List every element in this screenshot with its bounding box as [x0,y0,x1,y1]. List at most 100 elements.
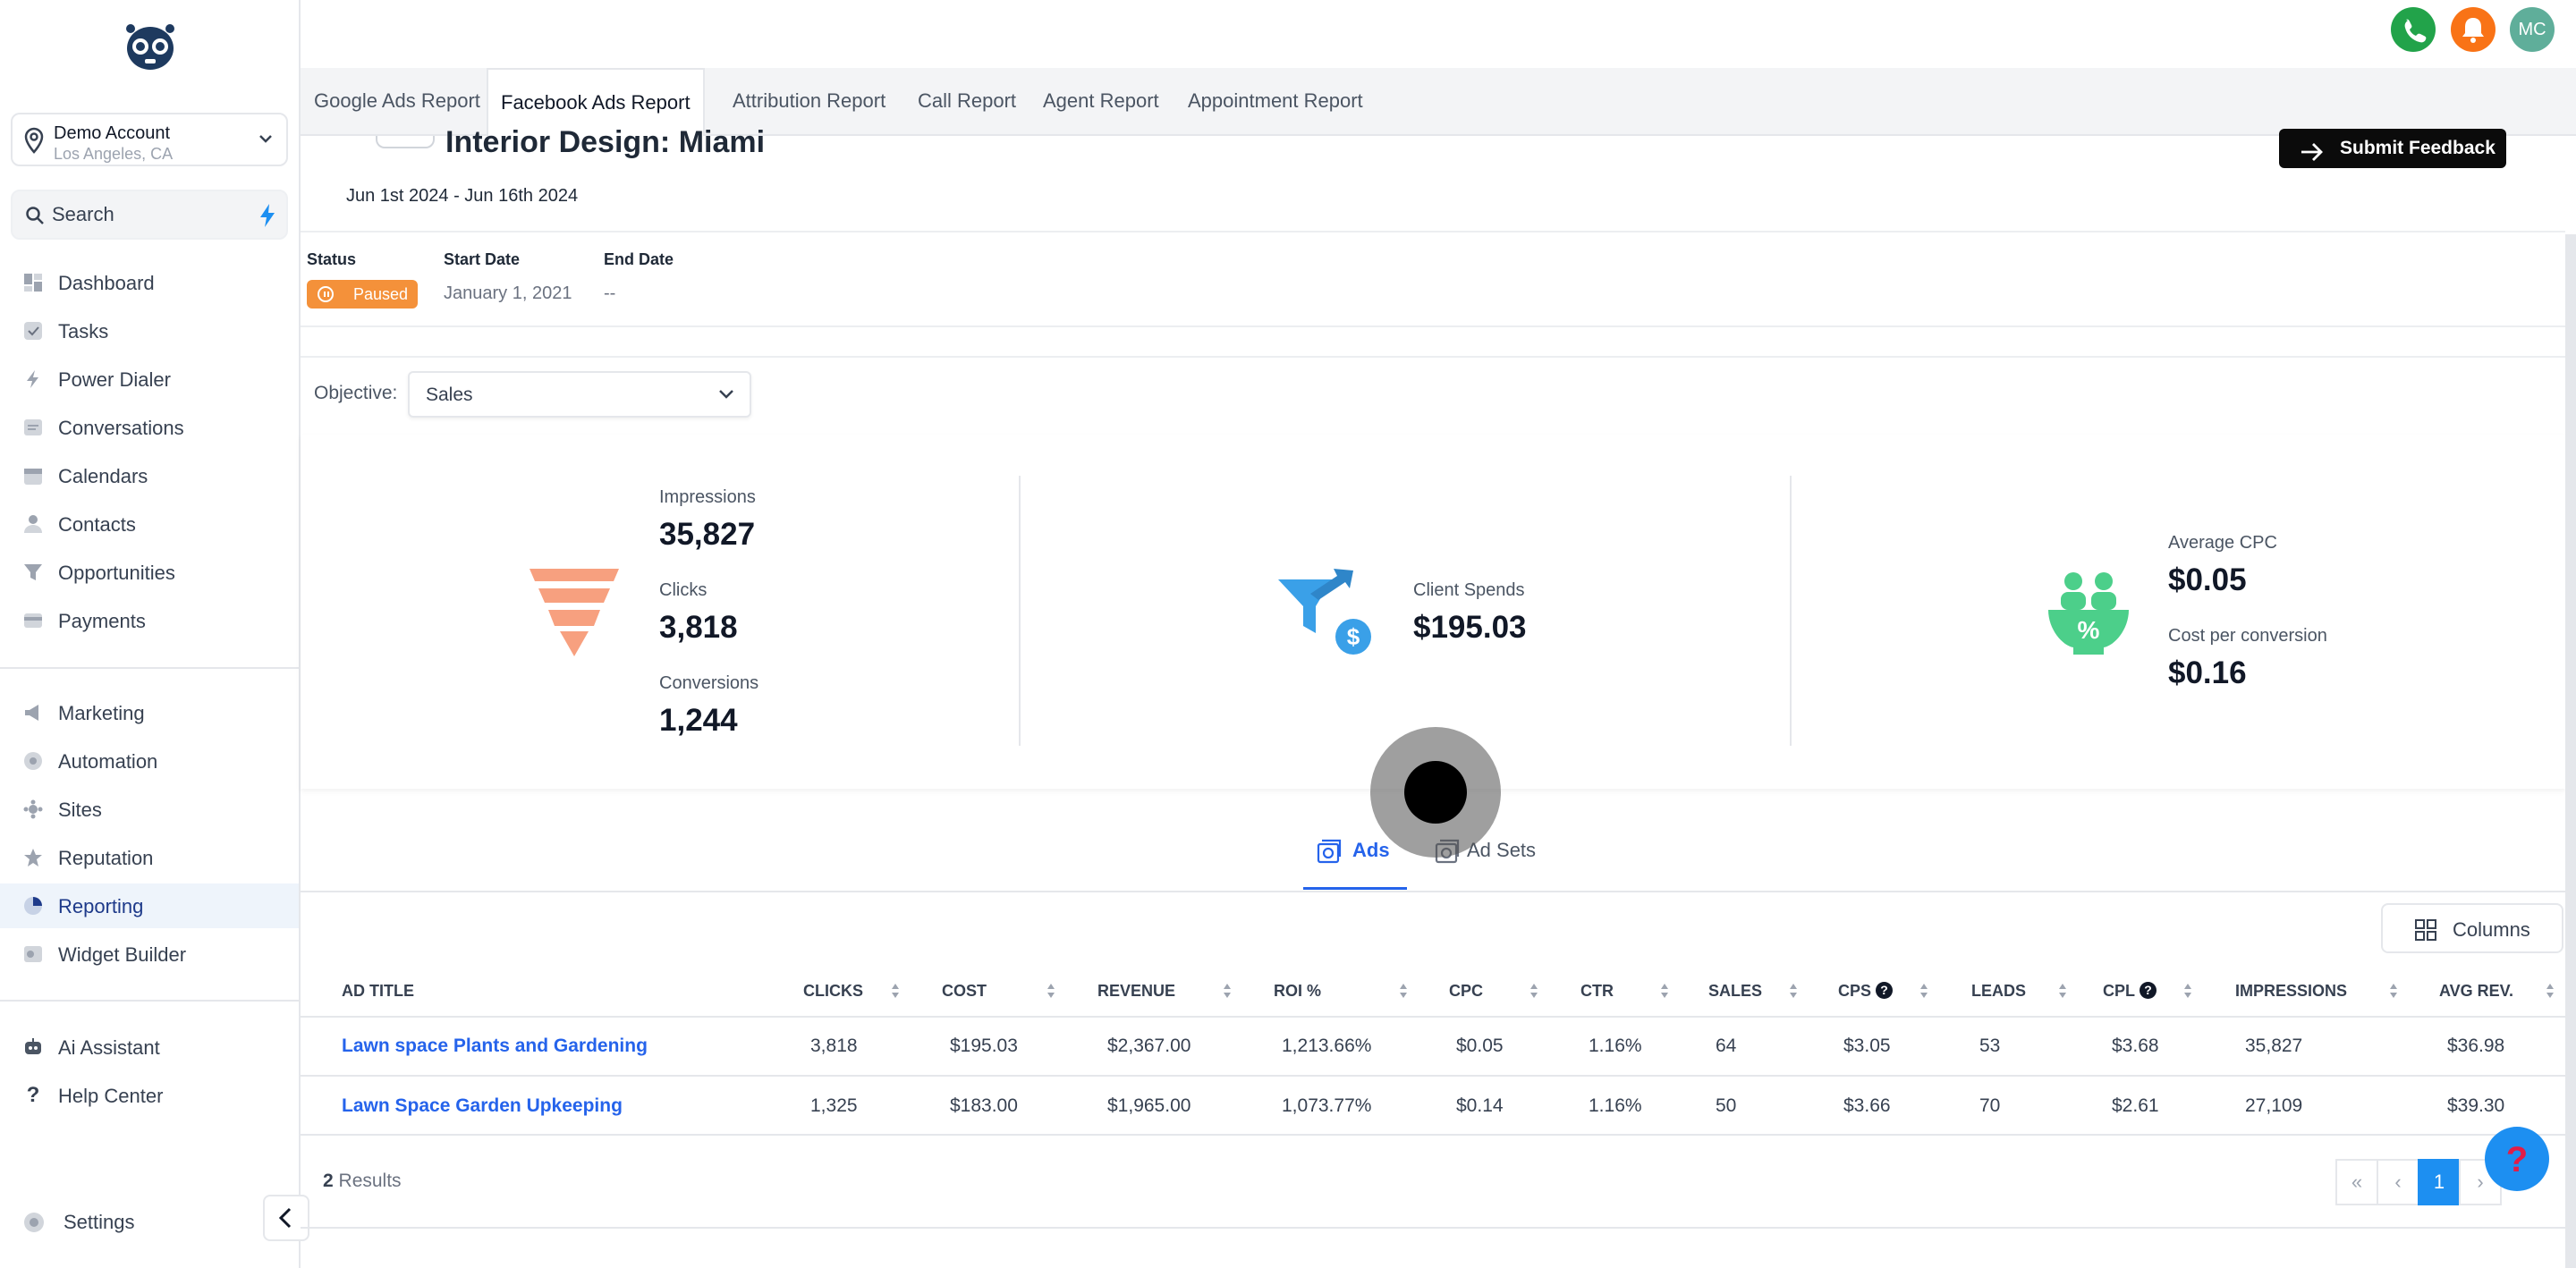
pagination-first-button[interactable]: « [2335,1159,2378,1205]
collapse-sidebar-button[interactable] [263,1195,309,1241]
tab-appointment-report[interactable]: Appointment Report [1188,89,1363,112]
client-spends-value: $195.03 [1413,610,1527,645]
clicks-label: Clicks [659,580,708,600]
sidebar-item-ai-assistant[interactable]: Ai Assistant [0,1025,299,1069]
column-header-revenue[interactable]: REVENUE [1097,982,1176,1000]
sidebar-item-power-dialer[interactable]: Power Dialer [0,357,299,402]
help-button[interactable]: ? [2485,1127,2549,1191]
column-header-cost[interactable]: COST [942,982,987,1000]
tab-facebook-ads-report[interactable]: Facebook Ads Report [487,68,705,136]
help-question-icon: ? [2506,1140,2528,1179]
sidebar-search [11,190,288,240]
sort-icon[interactable] [2388,982,2399,1000]
account-name: Demo Account [54,123,171,143]
sidebar-item-automation[interactable]: Automation [0,739,299,783]
stat-divider [1019,476,1021,746]
cell-revenue: $1,965.00 [1107,1095,1191,1116]
column-header-sales[interactable]: SALES [1708,982,1763,1000]
column-header-avg-rev[interactable]: AVG REV. [2439,982,2514,1000]
sidebar-item-calendars[interactable]: Calendars [0,453,299,498]
cost-bowl-icon: % [2046,569,2131,659]
sort-icon[interactable] [1398,982,1409,1000]
cell-cpl: $2.61 [2112,1095,2159,1116]
submit-feedback-button[interactable]: Submit Feedback [2279,129,2506,168]
megaphone-icon [23,703,43,723]
sidebar-item-label: Opportunities [58,562,175,584]
gear-icon [23,1212,44,1232]
sidebar-item-label: Settings [64,1211,135,1233]
client-spends-label: Client Spends [1413,580,1525,600]
sort-icon[interactable] [1046,982,1056,1000]
sidebar-item-label: Calendars [58,465,148,487]
column-header-ctr[interactable]: CTR [1580,982,1614,1000]
cost-per-conversion-label: Cost per conversion [2168,626,2327,646]
sort-icon[interactable] [1529,982,1539,1000]
sidebar: Demo Account Los Angeles, CA Dashboard T… [0,0,309,1268]
sort-icon[interactable] [2057,982,2068,1000]
sidebar-item-label: Contacts [58,513,136,536]
search-input[interactable] [52,200,231,229]
sort-icon[interactable] [1919,982,1929,1000]
tab-call-report[interactable]: Call Report [918,89,1017,112]
pagination-page-1[interactable]: 1 [2418,1159,2461,1205]
column-header-cpl[interactable]: CPL [2103,982,2135,1000]
arrow-right-icon [2299,138,2326,177]
end-date-label: End Date [604,250,674,268]
sidebar-item-opportunities[interactable]: Opportunities [0,550,299,595]
pagination-prev-button[interactable]: ‹ [2377,1159,2419,1205]
sidebar-item-settings[interactable]: Settings [0,1199,299,1244]
column-header-cpc[interactable]: CPC [1449,982,1484,1000]
sites-icon [23,799,43,819]
location-pin-icon [23,127,45,158]
objective-select[interactable]: Sales [408,371,751,418]
sidebar-item-reporting[interactable]: Reporting [0,883,299,928]
tab-ads[interactable]: Ads [1315,837,1413,869]
sort-icon[interactable] [1788,982,1799,1000]
cell-avg-rev: $39.30 [2447,1095,2505,1116]
column-header-ad-title[interactable]: AD TITLE [342,982,414,1000]
column-header-clicks[interactable]: CLICKS [803,982,863,1000]
column-header-impressions[interactable]: IMPRESSIONS [2235,982,2348,1000]
column-header-leads[interactable]: LEADS [1971,982,2027,1000]
tab-agent-report[interactable]: Agent Report [1043,89,1159,112]
sidebar-item-tasks[interactable]: Tasks [0,309,299,353]
cell-cost: $195.03 [950,1036,1018,1056]
sidebar-item-reputation[interactable]: Reputation [0,835,299,880]
date-range[interactable]: Jun 1st 2024 - Jun 16th 2024 [346,186,579,206]
phone-button[interactable] [2391,7,2436,52]
cost-per-conversion-value: $0.16 [2168,655,2247,690]
pie-chart-icon [23,896,43,916]
ad-title-link[interactable]: Lawn space Plants and Gardening [342,1036,648,1056]
info-icon[interactable]: ? [1876,982,1893,999]
sort-icon[interactable] [2545,982,2555,1000]
sort-icon[interactable] [2182,982,2193,1000]
user-avatar[interactable]: MC [2510,7,2555,52]
sidebar-item-dashboard[interactable]: Dashboard [0,260,299,305]
sidebar-item-marketing[interactable]: Marketing [0,690,299,735]
cell-cost: $183.00 [950,1095,1018,1116]
columns-button[interactable]: Columns [2381,903,2563,953]
sort-icon[interactable] [1222,982,1233,1000]
sidebar-item-conversations[interactable]: Conversations [0,405,299,450]
sort-icon[interactable] [1659,982,1670,1000]
scrollbar[interactable] [2565,234,2576,1268]
sidebar-item-payments[interactable]: Payments [0,598,299,643]
report-tabs: Google Ads Report Facebook Ads Report At… [301,68,2576,136]
sidebar-item-contacts[interactable]: Contacts [0,502,299,546]
notifications-button[interactable] [2451,7,2496,52]
sort-icon[interactable] [890,982,901,1000]
sidebar-item-widget-builder[interactable]: Widget Builder [0,932,299,976]
sidebar-item-help-center[interactable]: ? Help Center [0,1073,299,1118]
column-header-cps[interactable]: CPS [1838,982,1872,1000]
info-icon[interactable]: ? [2140,982,2157,999]
start-date-label: Start Date [444,250,521,268]
column-header-roi[interactable]: ROI % [1274,982,1322,1000]
tab-attribution-report[interactable]: Attribution Report [733,89,886,112]
cell-sales: 64 [1716,1036,1737,1056]
app-logo-icon[interactable] [122,20,179,73]
sidebar-item-sites[interactable]: Sites [0,787,299,832]
account-switcher[interactable]: Demo Account Los Angeles, CA [11,113,288,166]
tab-google-ads-report[interactable]: Google Ads Report [314,89,480,112]
ad-title-link[interactable]: Lawn Space Garden Upkeeping [342,1095,623,1116]
lightning-icon[interactable] [258,202,277,233]
